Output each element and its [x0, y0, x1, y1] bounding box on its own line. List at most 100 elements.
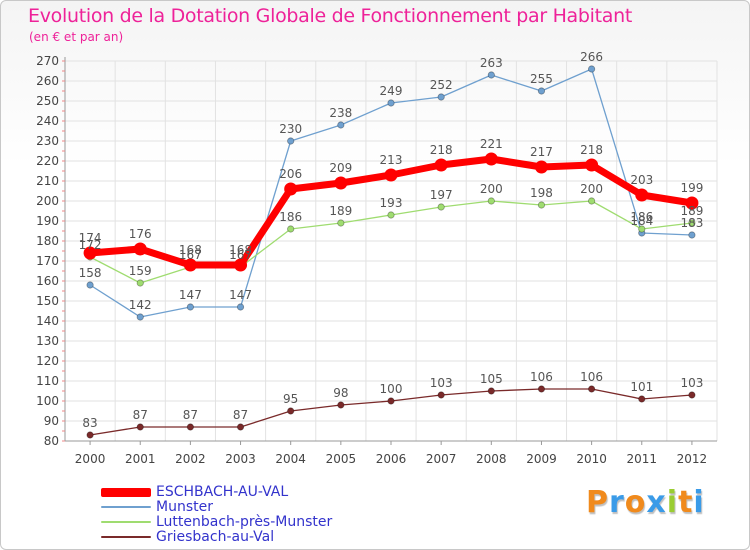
- data-point: [387, 99, 395, 107]
- logo-letter: t: [678, 485, 694, 520]
- data-label: 95: [283, 392, 298, 406]
- data-label: 238: [329, 106, 352, 120]
- data-label: 98: [333, 386, 348, 400]
- data-label: 221: [480, 137, 503, 151]
- data-label: 106: [530, 370, 553, 384]
- x-tick-label: 2000: [75, 452, 106, 466]
- data-point: [484, 152, 498, 166]
- data-label: 106: [580, 370, 603, 384]
- data-point: [236, 303, 245, 311]
- legend-label: Griesbach-au-Val: [156, 529, 275, 545]
- data-point: [284, 182, 298, 196]
- y-tick-label: 270: [36, 54, 59, 68]
- data-point: [287, 407, 295, 415]
- data-point: [186, 423, 194, 431]
- data-point: [387, 211, 395, 219]
- data-label: 184: [630, 214, 653, 228]
- data-point: [688, 391, 696, 399]
- data-point: [387, 397, 395, 405]
- y-tick-label: 220: [36, 154, 59, 168]
- data-label: 263: [480, 56, 503, 70]
- data-label: 255: [530, 72, 553, 86]
- legend-swatch: [101, 487, 151, 497]
- data-label: 172: [79, 238, 102, 252]
- data-point: [537, 87, 546, 95]
- data-label: 186: [630, 210, 653, 224]
- data-point: [287, 225, 295, 233]
- data-point: [337, 401, 345, 409]
- data-point: [685, 196, 699, 210]
- data-point: [434, 158, 448, 172]
- data-label: 147: [179, 288, 202, 302]
- axes: 8090100110120130140150160170180190200210…: [36, 54, 717, 466]
- x-tick-label: 2005: [326, 452, 357, 466]
- chart-subtitle: (en € et par an): [29, 30, 124, 44]
- proxiti-logo: Proxiti: [586, 485, 705, 520]
- data-label: 103: [430, 376, 453, 390]
- x-tick-label: 2008: [476, 452, 507, 466]
- data-label: 189: [680, 204, 703, 218]
- data-label: 159: [129, 264, 152, 278]
- x-tick-label: 2010: [576, 452, 607, 466]
- data-label: 174: [79, 231, 102, 245]
- x-tick-label: 2007: [426, 452, 457, 466]
- data-label: 203: [630, 173, 653, 187]
- data-label: 266: [580, 50, 603, 64]
- data-point: [437, 203, 445, 211]
- y-tick-label: 260: [36, 74, 59, 88]
- y-tick-label: 160: [36, 274, 59, 288]
- data-point: [534, 160, 548, 174]
- y-tick-label: 120: [36, 354, 59, 368]
- x-tick-label: 2009: [526, 452, 557, 466]
- data-point: [287, 137, 295, 145]
- y-tick-label: 110: [36, 374, 59, 388]
- data-label: 218: [580, 143, 603, 157]
- data-label: 142: [129, 298, 152, 312]
- data-point: [588, 197, 596, 205]
- x-tick-label: 2012: [677, 452, 708, 466]
- data-point: [236, 423, 245, 431]
- data-point: [537, 201, 546, 209]
- legend-label: Munster: [156, 499, 213, 515]
- data-point: [384, 168, 398, 182]
- y-tick-label: 170: [36, 254, 59, 268]
- legend-label: Luttenbach-près-Munster: [156, 514, 333, 530]
- data-label: 189: [329, 204, 352, 218]
- y-tick-label: 230: [36, 134, 59, 148]
- x-tick-label: 2011: [626, 452, 657, 466]
- series-points: [83, 65, 699, 439]
- y-tick-label: 250: [36, 94, 59, 108]
- data-point: [437, 93, 445, 101]
- x-tick-label: 2006: [376, 452, 407, 466]
- data-point: [588, 65, 596, 73]
- data-point: [585, 158, 599, 172]
- data-point: [334, 176, 348, 190]
- data-point: [133, 242, 147, 256]
- data-label: 158: [79, 266, 102, 280]
- data-point: [183, 258, 197, 272]
- y-tick-label: 80: [44, 434, 59, 448]
- data-point: [588, 385, 596, 393]
- data-label: 213: [380, 153, 403, 167]
- data-point: [638, 225, 646, 233]
- data-label: 198: [530, 186, 553, 200]
- data-point: [688, 231, 696, 239]
- y-tick-label: 150: [36, 294, 59, 308]
- data-label: 186: [279, 210, 302, 224]
- y-tick-label: 180: [36, 234, 59, 248]
- data-label: 200: [480, 182, 503, 196]
- y-tick-label: 190: [36, 214, 59, 228]
- data-label: 206: [279, 167, 302, 181]
- data-point: [337, 121, 345, 129]
- data-label: 101: [630, 380, 653, 394]
- data-label: 176: [129, 227, 152, 241]
- legend-swatch: [101, 521, 151, 523]
- data-label: 167: [229, 248, 252, 262]
- legend-swatch: [101, 506, 151, 508]
- logo-letter: i: [693, 485, 705, 520]
- data-label: 100: [380, 382, 403, 396]
- data-label: 168: [179, 243, 202, 257]
- data-point: [487, 71, 495, 79]
- data-label: 230: [279, 122, 302, 136]
